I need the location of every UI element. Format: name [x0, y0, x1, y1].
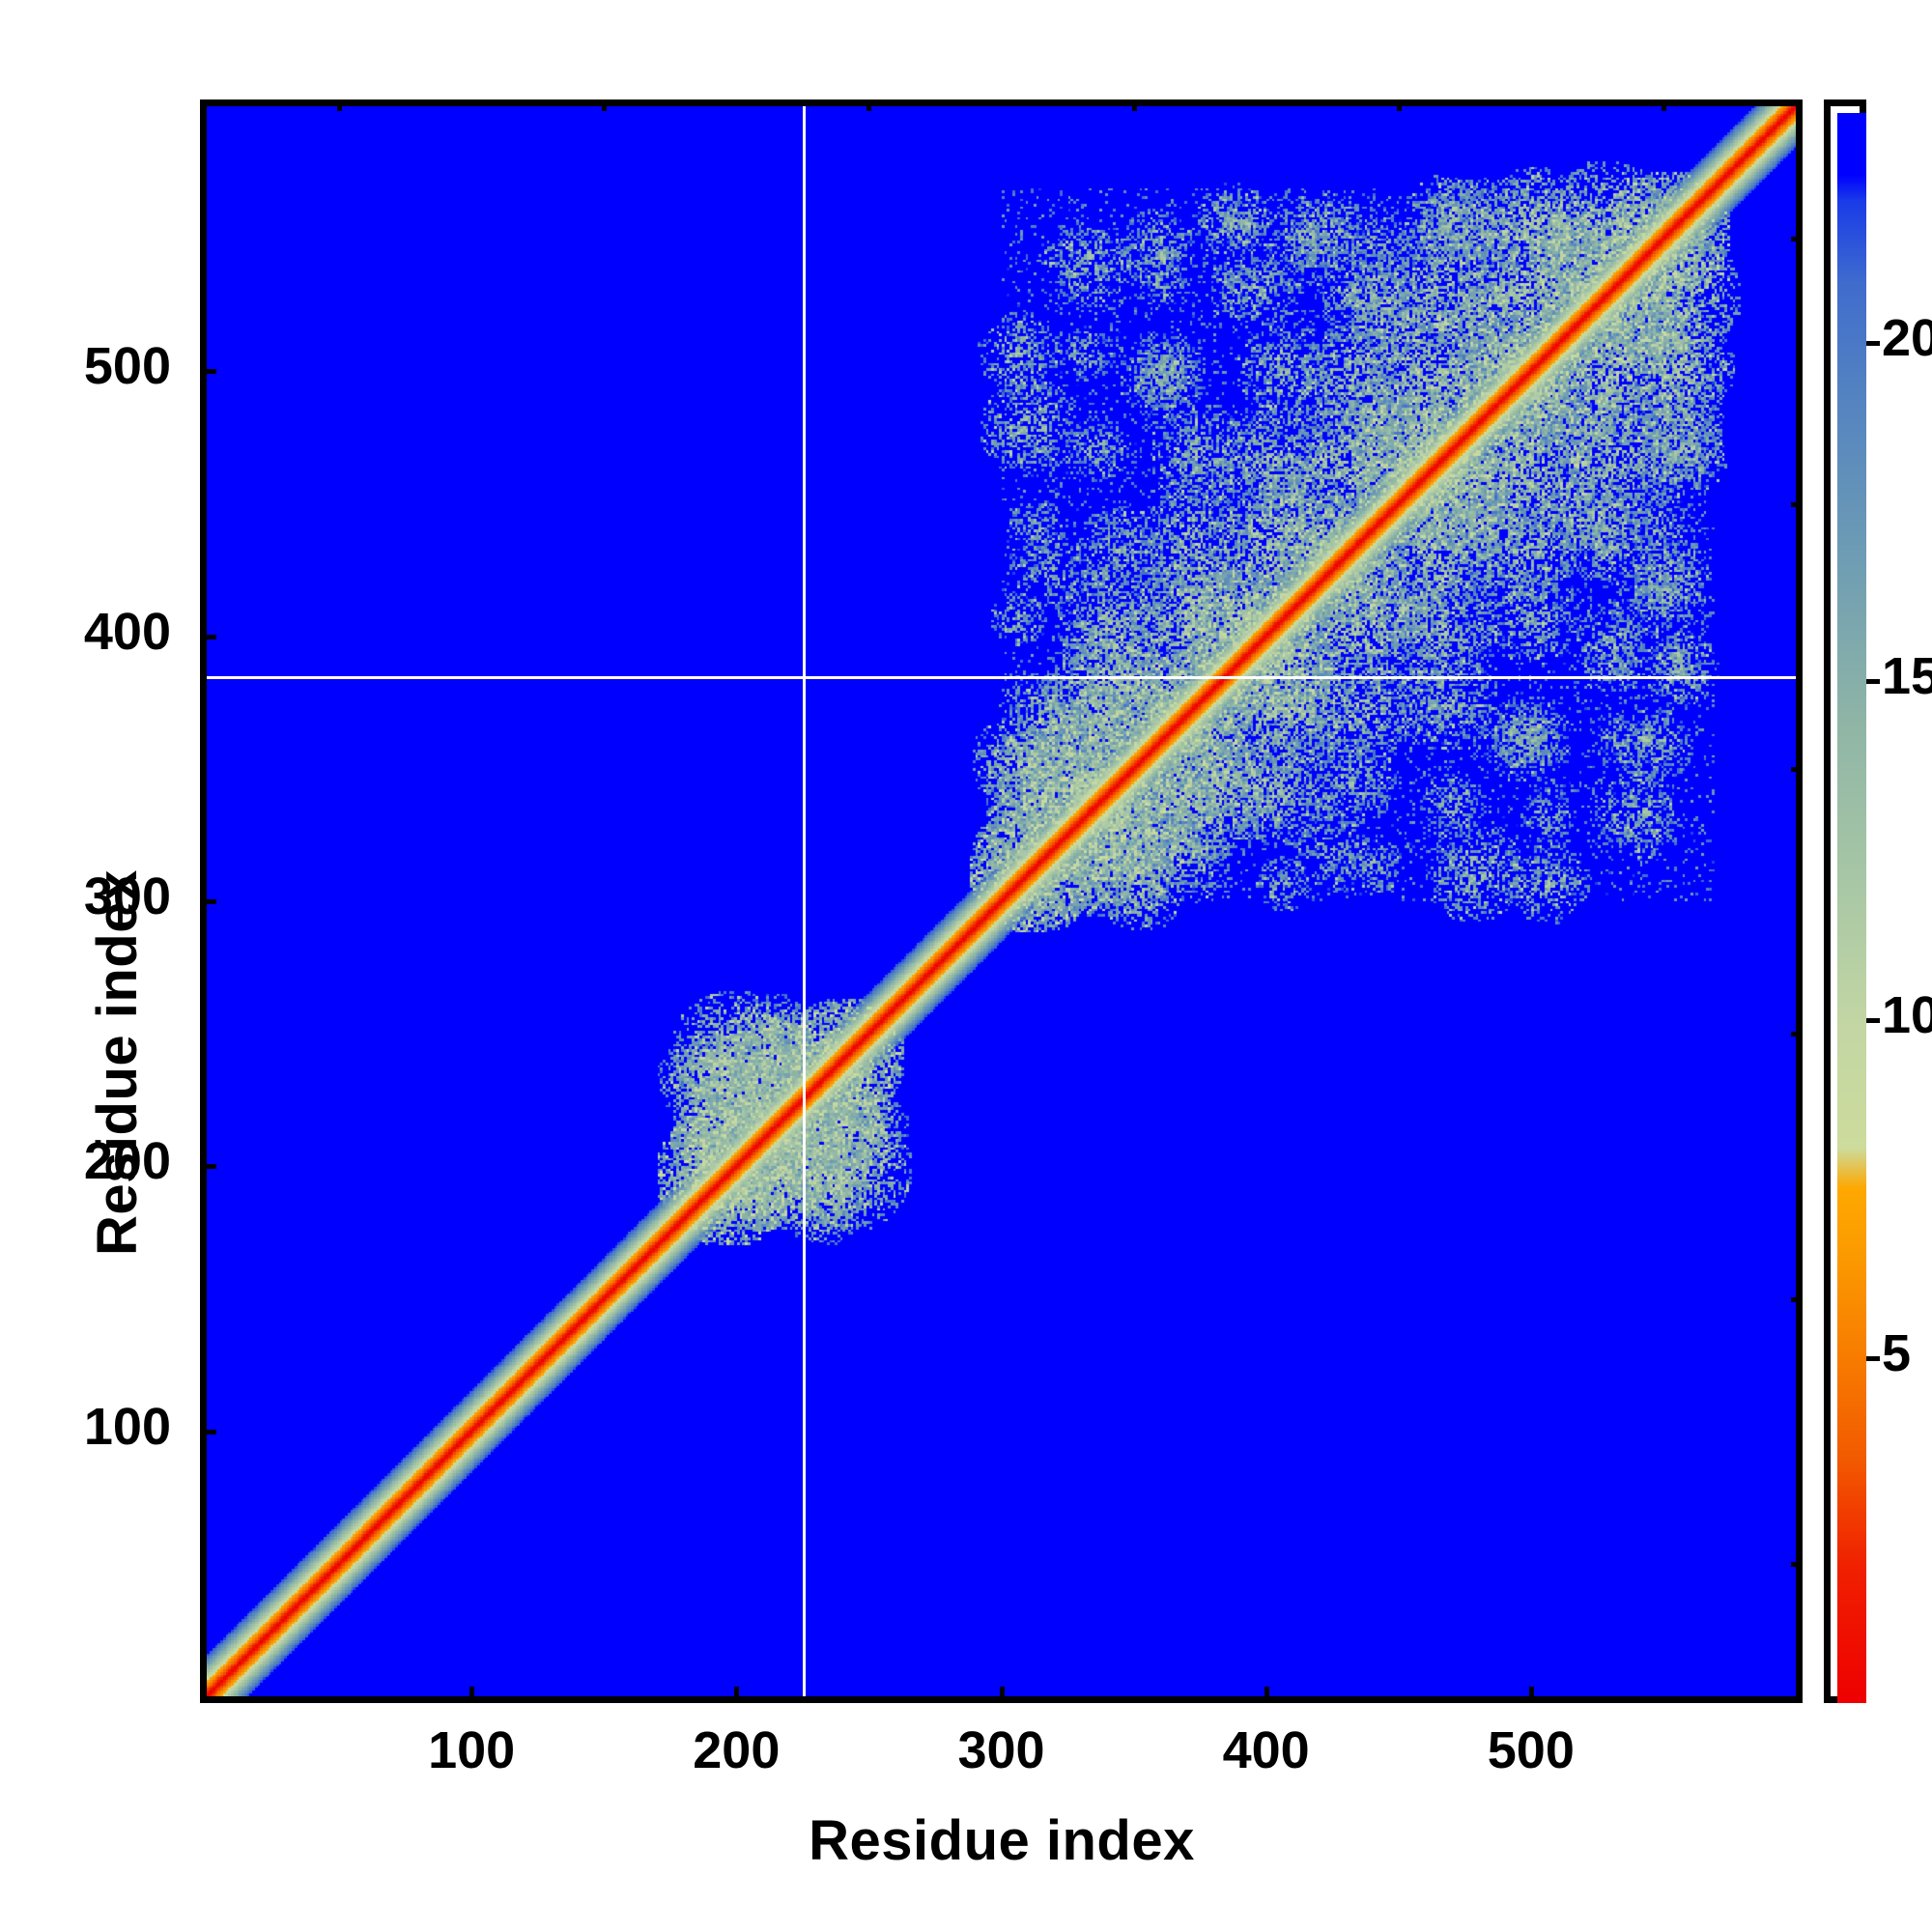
x-minor-tick-150	[602, 99, 608, 111]
x-tick-400	[1264, 1687, 1269, 1703]
x-tick-label-300: 300	[957, 1721, 1045, 1779]
x-minor-tick-550	[1661, 99, 1666, 111]
colorbar-frame	[1824, 99, 1866, 1703]
y-tick-500	[200, 369, 216, 375]
y-tick-200	[200, 1164, 216, 1170]
colorbar-tick-20	[1866, 341, 1880, 347]
colorbar-tick-15	[1866, 679, 1880, 685]
x-tick-200	[734, 1687, 740, 1703]
y-tick-300	[200, 899, 216, 904]
colorbar-tick-label-5: 5	[1882, 1323, 1912, 1382]
y-tick-label-400: 400	[83, 602, 171, 661]
contact-map-canvas	[207, 106, 1796, 1696]
x-tick-label-400: 400	[1222, 1721, 1310, 1779]
x-tick-300	[999, 1687, 1005, 1703]
horizontal-gridline	[207, 675, 1796, 679]
x-tick-500	[1528, 1687, 1534, 1703]
y-tick-label-300: 300	[83, 867, 171, 925]
x-tick-label-200: 200	[693, 1721, 781, 1779]
heatmap-plot-area	[200, 99, 1803, 1703]
x-minor-tick-50	[337, 99, 343, 111]
y-minor-tick-350	[1791, 766, 1803, 772]
y-tick-label-100: 100	[83, 1397, 171, 1456]
x-tick-100	[469, 1687, 475, 1703]
y-minor-tick-250	[1791, 1032, 1803, 1037]
colorbar-tick-label-15: 15	[1882, 647, 1932, 706]
y-tick-100	[200, 1429, 216, 1435]
x-minor-tick-350	[1131, 99, 1137, 111]
colorbar-tick-10	[1866, 1017, 1880, 1023]
x-minor-tick-250	[867, 99, 872, 111]
y-tick-label-200: 200	[83, 1132, 171, 1191]
x-tick-label-500: 500	[1487, 1721, 1575, 1779]
x-axis-title: Residue index	[809, 1809, 1195, 1872]
colorbar-tick-5	[1866, 1355, 1880, 1361]
y-tick-400	[200, 634, 216, 639]
y-minor-tick-50	[1791, 1561, 1803, 1567]
x-minor-tick-450	[1396, 99, 1402, 111]
vertical-gridline	[802, 106, 806, 1696]
x-tick-label-100: 100	[428, 1721, 516, 1779]
y-minor-tick-450	[1791, 501, 1803, 507]
colorbar-gradient	[1837, 113, 1866, 1703]
colorbar-tick-label-10: 10	[1882, 985, 1932, 1044]
y-axis-title: Residue index	[86, 869, 149, 1256]
colorbar: 5 10 15 20	[1824, 99, 1932, 1703]
y-tick-label-500: 500	[83, 337, 171, 396]
colorbar-tick-label-20: 20	[1882, 309, 1932, 368]
y-minor-tick-150	[1791, 1296, 1803, 1302]
y-minor-tick-550	[1791, 237, 1803, 242]
